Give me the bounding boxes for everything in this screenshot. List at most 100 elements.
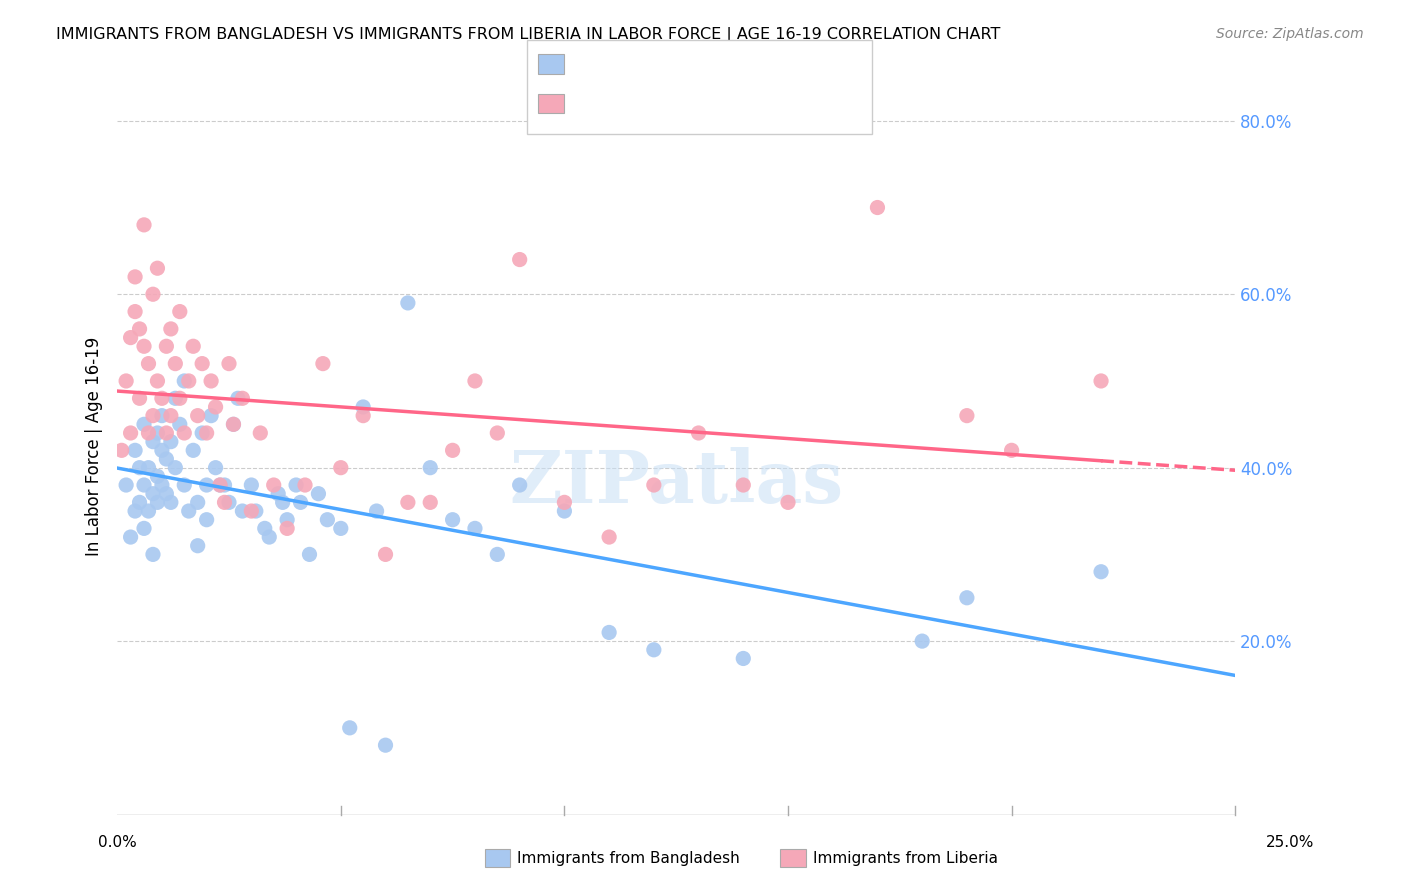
Point [150, 478, 173, 492]
Point [191, 425, 214, 440]
Text: 62: 62 [707, 94, 733, 112]
Point [128, 495, 150, 509]
Text: R =: R = [572, 94, 609, 112]
Point [396, 495, 419, 509]
Point [374, 738, 396, 752]
Point [160, 434, 183, 449]
Point [169, 417, 191, 432]
Point [150, 443, 173, 458]
Point [204, 400, 226, 414]
Point [120, 330, 142, 344]
Point [257, 530, 280, 544]
Point [155, 452, 177, 467]
Point [169, 304, 191, 318]
Text: N =: N = [675, 54, 711, 72]
Point [111, 443, 134, 458]
Point [187, 539, 209, 553]
Point [509, 478, 531, 492]
Point [200, 409, 222, 423]
Point [598, 625, 620, 640]
Point [419, 460, 441, 475]
Point [776, 495, 799, 509]
Point [165, 460, 187, 475]
Point [173, 425, 195, 440]
Point [214, 478, 236, 492]
Point [181, 443, 204, 458]
Point [142, 486, 165, 500]
Point [276, 513, 298, 527]
Point [396, 296, 419, 310]
Point [160, 409, 183, 423]
Point [366, 504, 388, 518]
Text: 74: 74 [707, 54, 733, 72]
Point [120, 425, 142, 440]
Point [146, 469, 169, 483]
Point [598, 530, 620, 544]
Point [138, 357, 160, 371]
Text: 0.089: 0.089 [607, 94, 665, 112]
Point [307, 486, 329, 500]
Point [132, 417, 155, 432]
Point [120, 530, 142, 544]
Point [352, 409, 374, 423]
Text: IMMIGRANTS FROM BANGLADESH VS IMMIGRANTS FROM LIBERIA IN LABOR FORCE | AGE 16-19: IMMIGRANTS FROM BANGLADESH VS IMMIGRANTS… [56, 27, 1001, 43]
Point [124, 304, 146, 318]
Point [294, 478, 316, 492]
Point [124, 269, 146, 284]
Point [173, 374, 195, 388]
Point [138, 504, 160, 518]
Point [1090, 374, 1112, 388]
Point [187, 495, 209, 509]
Point [155, 486, 177, 500]
Point [441, 443, 464, 458]
Point [195, 513, 218, 527]
Point [128, 322, 150, 336]
Point [419, 495, 441, 509]
Point [222, 417, 245, 432]
Point [195, 478, 218, 492]
Point [240, 478, 263, 492]
Point [160, 322, 183, 336]
Point [245, 504, 267, 518]
Point [177, 504, 200, 518]
Point [124, 443, 146, 458]
Point [441, 513, 464, 527]
Text: R =: R = [572, 54, 609, 72]
Text: ZIPatlas: ZIPatlas [509, 448, 844, 518]
Point [911, 634, 934, 648]
Point [132, 521, 155, 535]
Point [209, 478, 232, 492]
Point [956, 591, 979, 605]
Point [222, 417, 245, 432]
Point [249, 425, 271, 440]
Text: Immigrants from Liberia: Immigrants from Liberia [813, 851, 998, 865]
Point [218, 495, 240, 509]
Point [142, 548, 165, 562]
Point [956, 409, 979, 423]
Point [643, 642, 665, 657]
Point [181, 339, 204, 353]
Point [298, 548, 321, 562]
Point [115, 374, 138, 388]
Point [352, 400, 374, 414]
Point [231, 392, 253, 406]
Point [204, 460, 226, 475]
Point [146, 425, 169, 440]
Point [138, 425, 160, 440]
Point [486, 548, 509, 562]
Text: 25.0%: 25.0% [1267, 836, 1315, 850]
Point [733, 478, 755, 492]
Point [464, 374, 486, 388]
Point [173, 478, 195, 492]
Point [209, 478, 232, 492]
Point [226, 392, 249, 406]
Point [132, 218, 155, 232]
Point [1000, 443, 1022, 458]
Point [214, 495, 236, 509]
Point [486, 425, 509, 440]
Point [142, 434, 165, 449]
Point [191, 357, 214, 371]
Point [866, 201, 889, 215]
Text: Source: ZipAtlas.com: Source: ZipAtlas.com [1216, 27, 1364, 41]
Point [155, 339, 177, 353]
